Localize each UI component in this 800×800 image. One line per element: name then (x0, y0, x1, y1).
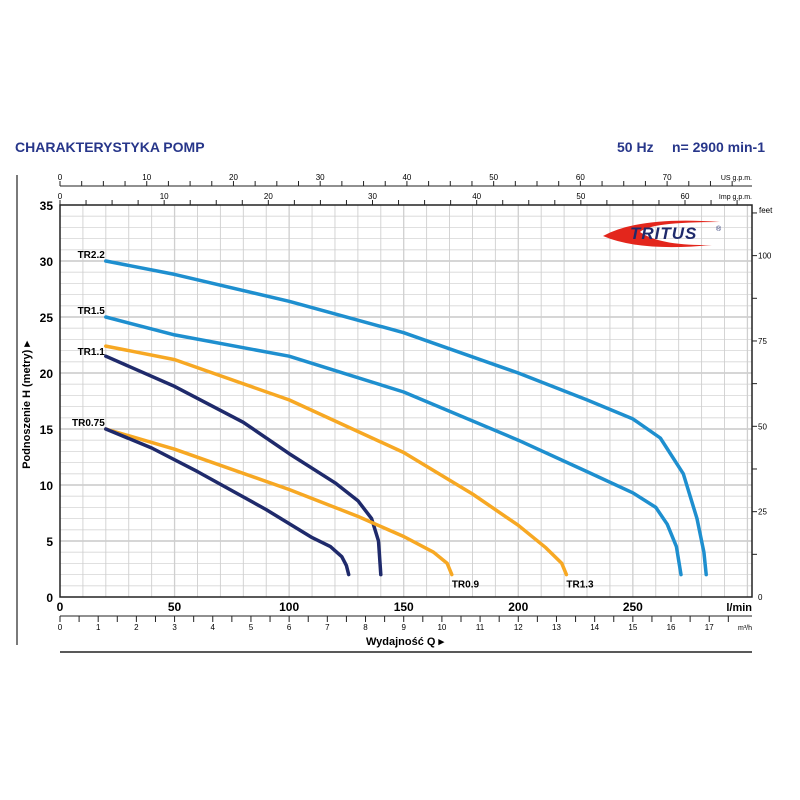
us-gpm-tick-label: 10 (142, 173, 151, 182)
series-line-tr1-1 (104, 354, 383, 577)
imp-gpm-tick-label: 30 (368, 192, 377, 201)
feet-tick-label: 100 (758, 252, 772, 261)
y-tick-label: 25 (40, 311, 54, 325)
m3h-tick-label: 1 (96, 623, 101, 632)
m3h-tick-label: 11 (476, 623, 485, 632)
x-tick-label: 0 (57, 600, 64, 614)
us-gpm-tick-label: 40 (402, 173, 411, 182)
m3h-tick-label: 17 (705, 623, 714, 632)
feet-tick-label: 0 (758, 593, 763, 602)
m3h-tick-label: 5 (249, 623, 254, 632)
frequency-label: 50 Hz (617, 139, 654, 155)
us-gpm-tick-label: 70 (663, 173, 672, 182)
y-tick-label: 30 (40, 255, 54, 269)
m3h-tick-label: 8 (363, 623, 368, 632)
series-line-tr0-75 (104, 427, 351, 577)
svg-text:TRITUS: TRITUS (630, 224, 697, 243)
x-tick-label: 50 (168, 600, 182, 614)
series-line-tr1-5 (104, 315, 683, 577)
x-axis-label: Wydajność Q ▸ (366, 636, 445, 648)
y-axis-label: Podnoszenie H (metry) ▸ (21, 341, 33, 469)
chart-title: CHARAKTERYSTYKA POMP (15, 139, 205, 155)
us-gpm-tick-label: 60 (576, 173, 585, 182)
y-tick-label: 35 (40, 199, 54, 213)
us-gpm-tick-label: 0 (58, 173, 63, 182)
m3h-tick-label: 3 (172, 623, 177, 632)
tritus-logo: TRITUS ® (603, 220, 722, 248)
imp-gpm-tick-label: 60 (681, 192, 690, 201)
grid (60, 205, 752, 597)
plot-frame (59, 204, 753, 598)
us-gpm-tick-label: 20 (229, 173, 238, 182)
imp-gpm-tick-label: 50 (576, 192, 585, 201)
x-tick-label: 100 (279, 600, 299, 614)
y-tick-label: 5 (46, 535, 53, 549)
m3h-tick-label: 0 (58, 623, 63, 632)
us-gpm-tick-label: 30 (316, 173, 325, 182)
m3h-tick-label: 13 (552, 623, 561, 632)
feet-tick-label: 25 (758, 508, 767, 517)
imp-gpm-tick-label: 40 (472, 192, 481, 201)
imp-gpm-unit-label: Imp g.p.m. (719, 194, 752, 201)
series-label: TR1.5 (78, 306, 106, 317)
y-tick-label: 10 (40, 479, 54, 493)
x-tick-label: 200 (508, 600, 528, 614)
m3h-tick-label: 6 (287, 623, 292, 632)
x-tick-label: 250 (623, 600, 643, 614)
y-tick-label: 20 (40, 367, 54, 381)
m3h-tick-label: 15 (628, 623, 637, 632)
m3h-tick-label: 12 (514, 623, 523, 632)
us-gpm-tick-label: 50 (489, 173, 498, 182)
x-tick-label: 150 (394, 600, 414, 614)
x-unit-label: l/min (726, 602, 752, 614)
imp-gpm-tick-label: 20 (264, 192, 273, 201)
m3h-tick-label: 7 (325, 623, 330, 632)
series-line-tr1-3 (104, 344, 569, 577)
y-tick-label: 0 (46, 591, 53, 605)
m3h-tick-label: 14 (590, 623, 599, 632)
m3h-tick-label: 2 (134, 623, 139, 632)
series-label: TR0.9 (452, 580, 480, 591)
m3h-tick-label: 10 (437, 623, 446, 632)
y-tick-label: 15 (40, 423, 54, 437)
series-group: TR2.2 TR1.5 TR1.3 TR1.1 TR0.9 TR0.75 (72, 250, 708, 591)
imp-gpm-tick-label: 0 (58, 192, 63, 201)
series-label: TR1.1 (78, 347, 106, 358)
series-label: TR0.75 (72, 418, 105, 429)
m3h-tick-label: 4 (211, 623, 216, 632)
us-gpm-unit-label: US g.p.m. (721, 175, 752, 182)
series-line-tr0-9 (104, 427, 454, 577)
series-label: TR2.2 (78, 250, 106, 261)
feet-tick-label: 75 (758, 337, 767, 346)
series-line-tr2-2 (104, 259, 708, 577)
m3h-tick-label: 16 (667, 623, 676, 632)
svg-text:®: ® (716, 225, 722, 233)
speed-label: n= 2900 min-1 (672, 139, 765, 155)
feet-unit-label: feet (759, 206, 773, 215)
m3h-tick-label: 9 (401, 623, 406, 632)
series-label: TR1.3 (566, 580, 594, 591)
m3h-unit-label: m³/h (738, 625, 752, 632)
imp-gpm-tick-label: 10 (160, 192, 169, 201)
feet-tick-label: 50 (758, 422, 767, 431)
